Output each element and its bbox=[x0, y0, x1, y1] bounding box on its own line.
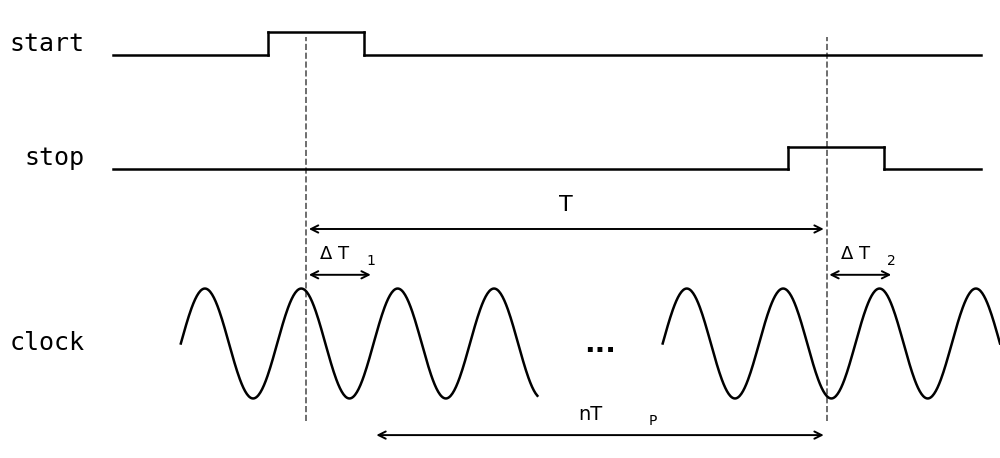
Text: nT: nT bbox=[578, 405, 603, 424]
Text: 1: 1 bbox=[366, 254, 375, 268]
Text: ...: ... bbox=[584, 329, 616, 358]
Text: $\Delta$ T: $\Delta$ T bbox=[319, 245, 351, 263]
Text: 2: 2 bbox=[887, 254, 895, 268]
Text: P: P bbox=[649, 414, 657, 428]
Text: start: start bbox=[9, 32, 84, 55]
Text: T: T bbox=[559, 195, 573, 215]
Text: stop: stop bbox=[24, 146, 84, 170]
Text: $\Delta$ T: $\Delta$ T bbox=[840, 245, 871, 263]
Text: clock: clock bbox=[9, 332, 84, 355]
